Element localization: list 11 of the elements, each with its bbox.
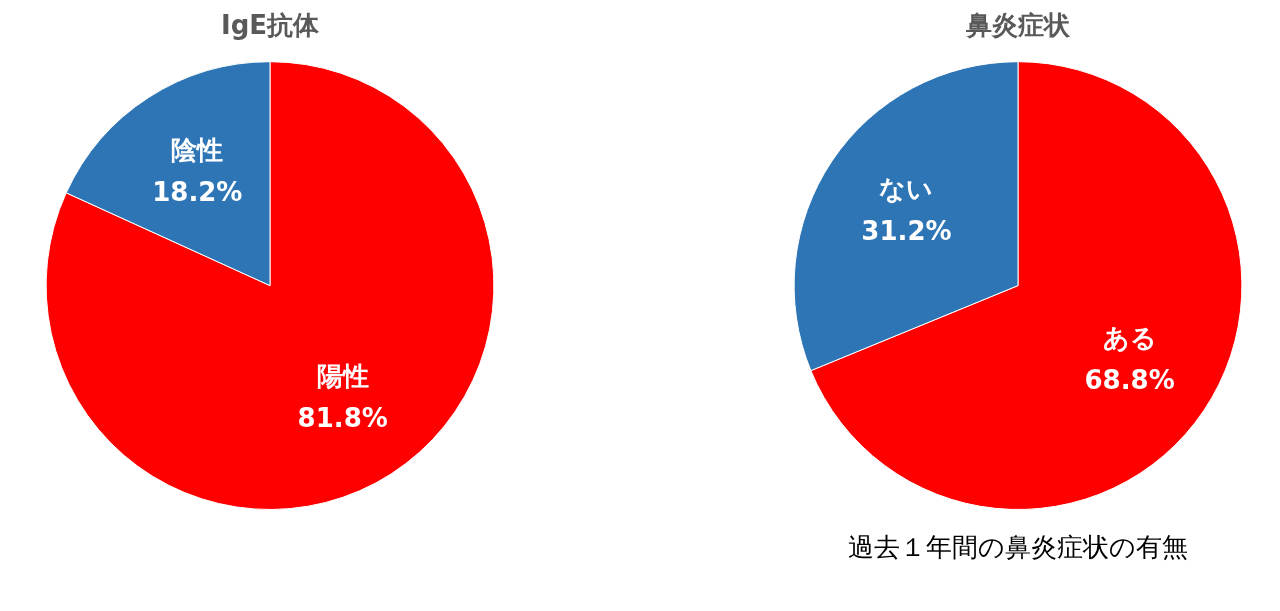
chart-title: 鼻炎症状: [965, 10, 1071, 41]
slice-label: 陰性: [171, 135, 224, 166]
slice-label: ない: [879, 173, 934, 204]
text: 過去１年間の鼻炎症状の有無: [848, 532, 1188, 564]
data-label: 18.2%: [152, 177, 243, 208]
slice-label: ある: [1102, 323, 1157, 354]
data-label: 31.2%: [861, 215, 952, 246]
slice-label: 陽性: [316, 361, 369, 392]
data-label: 68.8%: [1084, 365, 1175, 396]
chart-title: IgE抗体: [220, 10, 321, 41]
data-label: 81.8%: [297, 403, 388, 434]
